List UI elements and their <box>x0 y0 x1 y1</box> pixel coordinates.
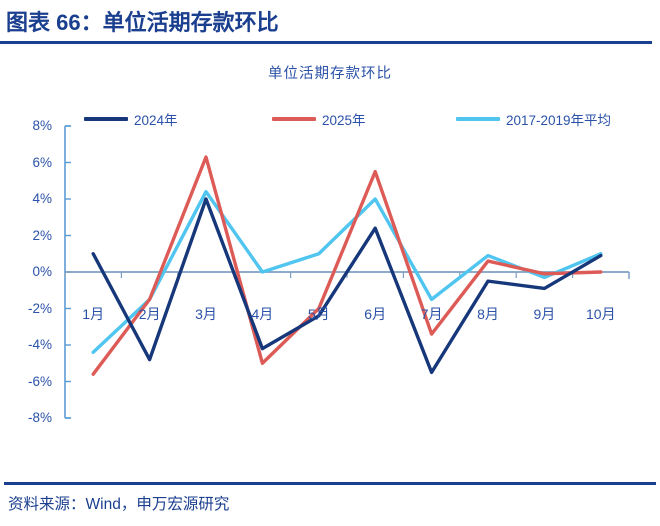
y-axis-tick-label: 4% <box>32 191 52 206</box>
legend-swatch-2025 <box>272 117 316 121</box>
x-axis-tick-label: 8月 <box>477 306 499 322</box>
y-axis-tick-label: 8% <box>32 118 52 133</box>
page-title: 图表 66：单位活期存款环比 <box>6 10 279 35</box>
y-axis-tick-label: -8% <box>27 410 52 425</box>
x-axis-tick-label: 1月 <box>82 306 105 322</box>
y-axis-tick-label: -6% <box>27 373 52 389</box>
series-line-2024年 <box>91 197 603 375</box>
footer-divider <box>4 482 656 485</box>
source-note: 资料来源：Wind，申万宏源研究 <box>8 496 230 513</box>
legend-item-2024[interactable]: 2024年 <box>84 108 178 130</box>
x-axis-tick-label: 6月 <box>364 306 387 322</box>
x-axis-tick-label: 10月 <box>586 306 616 322</box>
x-axis-tick-label: 3月 <box>195 306 217 322</box>
chart-legend: 2024年 2025年 2017-2019年平均 <box>84 108 644 130</box>
header-divider <box>0 41 652 44</box>
header: 图表 66：单位活期存款环比 <box>0 8 660 44</box>
x-axis-tick-label: 9月 <box>533 306 556 322</box>
legend-swatch-average <box>456 117 500 121</box>
legend-swatch-2024 <box>84 117 128 121</box>
legend-label-average: 2017-2019年平均 <box>506 113 612 128</box>
y-axis-tick-label: 2% <box>32 227 52 243</box>
y-axis-tick-label: 6% <box>32 154 52 170</box>
series-line-2025年 <box>91 155 603 376</box>
y-axis-tick-label: -2% <box>27 300 52 316</box>
x-axis-tick-label: 4月 <box>251 306 274 322</box>
y-axis-tick-label: -4% <box>27 337 52 352</box>
legend-label-2024: 2024年 <box>134 113 178 128</box>
legend-item-average[interactable]: 2017-2019年平均 <box>456 108 611 130</box>
legend-item-2025[interactable]: 2025年 <box>272 108 366 130</box>
legend-label-2025: 2025年 <box>322 113 366 128</box>
x-axis-tick-label: 2月 <box>138 306 161 322</box>
x-axis-tick-label: 7月 <box>420 306 443 322</box>
chart-title: 单位活期存款环比 <box>268 66 392 82</box>
x-axis-tick-label: 5月 <box>307 306 330 322</box>
chart-canvas <box>64 125 630 419</box>
plot-area: 8% 6% 4% 2% 0% -2% -4% -6% -8% 1月 2月 3月 4月 5月 6月 7月 8月 9月… <box>0 110 660 470</box>
y-axis-tick-label: 0% <box>32 264 52 279</box>
